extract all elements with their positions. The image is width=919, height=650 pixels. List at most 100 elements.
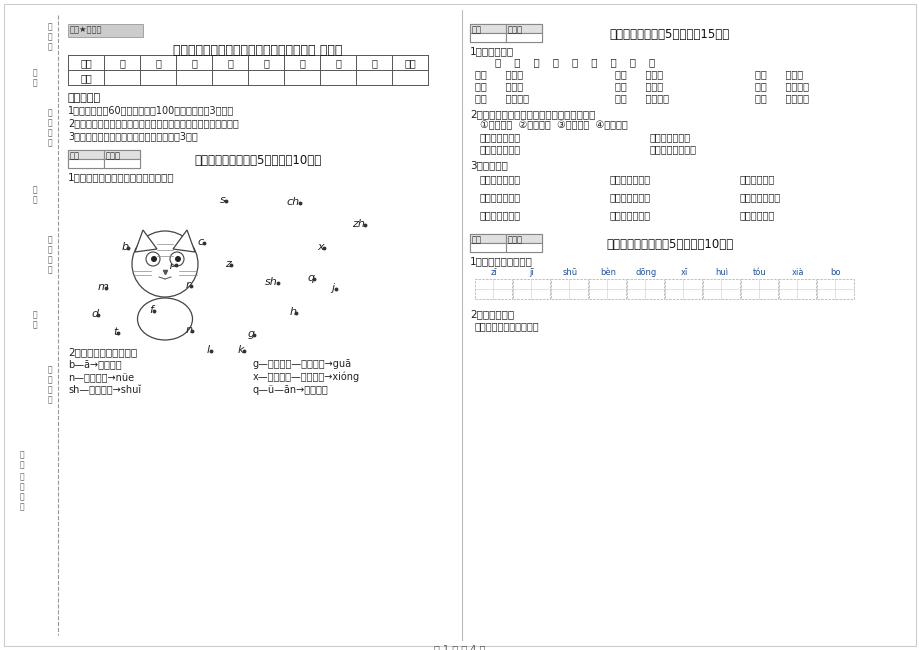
Text: 不: 不	[48, 108, 52, 117]
Circle shape	[170, 252, 184, 266]
Text: 班: 班	[33, 185, 38, 194]
Text: 线: 线	[48, 42, 52, 51]
Bar	[470, 234, 541, 252]
Bar	[104, 159, 140, 168]
Bar	[627, 279, 664, 299]
Text: 评卷人: 评卷人	[507, 25, 522, 34]
Text: 总分: 总分	[403, 58, 415, 68]
Text: 1、选字填空。: 1、选字填空。	[470, 46, 514, 56]
Bar	[68, 150, 104, 159]
Text: c: c	[198, 237, 204, 247]
Text: 级: 级	[33, 195, 38, 204]
Text: 绝密★启用前: 绝密★启用前	[70, 25, 102, 34]
Text: 姓: 姓	[33, 68, 38, 77]
Text: 辽阳市实验小学一年级语文上学期月考试卷 附答案: 辽阳市实验小学一年级语文上学期月考试卷 附答案	[173, 44, 342, 57]
Text: 得: 得	[48, 245, 52, 254]
Text: 透明的（　　）: 透明的（ ）	[609, 210, 651, 220]
Bar	[816, 279, 853, 299]
Polygon shape	[135, 230, 157, 252]
Text: （　　）地说: （ ）地说	[739, 210, 775, 220]
Text: sh—（　　）→shuĭ: sh—（ ）→shuĭ	[68, 385, 141, 395]
Polygon shape	[173, 230, 195, 252]
Text: 封: 封	[48, 32, 52, 41]
Text: sh: sh	[265, 277, 277, 287]
Text: 考试须知：: 考试须知：	[68, 93, 101, 103]
Text: dōng: dōng	[635, 268, 656, 277]
Text: 六: 六	[299, 58, 304, 68]
Text: h: h	[289, 307, 296, 317]
Text: 满（      ）的西瓜: 满（ ）的西瓜	[614, 93, 668, 103]
Text: p: p	[169, 259, 176, 269]
Circle shape	[151, 256, 157, 262]
Text: 两（　　）小船: 两（ ）小船	[480, 192, 520, 202]
Text: 得: 得	[48, 375, 52, 384]
Bar	[664, 279, 701, 299]
Text: 美丽的（　　）: 美丽的（ ）	[609, 192, 651, 202]
Ellipse shape	[137, 298, 192, 340]
Text: 1、考试时间：60分钟，满分为100分（含卷面分3分）。: 1、考试时间：60分钟，满分为100分（含卷面分3分）。	[68, 105, 234, 115]
Bar	[505, 243, 541, 252]
Text: 第 1 页 共 4 页: 第 1 页 共 4 页	[434, 644, 485, 650]
Text: jī: jī	[529, 268, 534, 277]
Text: 五: 五	[263, 58, 268, 68]
Text: 人民公园（　）: 人民公园（ ）	[480, 132, 520, 142]
Text: 不: 不	[48, 235, 52, 244]
Text: 题号: 题号	[80, 58, 92, 68]
Text: 乡: 乡	[19, 450, 24, 459]
Text: d: d	[91, 309, 98, 319]
Text: 隔（      ）青山: 隔（ ）青山	[474, 69, 523, 79]
Bar	[588, 279, 625, 299]
Bar	[513, 279, 550, 299]
Circle shape	[146, 252, 160, 266]
Text: t: t	[113, 327, 117, 337]
Text: 三（　　）小溪: 三（ ）小溪	[480, 210, 520, 220]
Text: 填: 填	[48, 385, 52, 394]
Text: b—ā→（　　）: b—ā→（ ）	[68, 359, 121, 369]
Text: 隔（      ）草地: 隔（ ）草地	[754, 69, 802, 79]
Bar	[505, 24, 541, 33]
Text: 二: 二	[155, 58, 161, 68]
Bar	[550, 279, 587, 299]
Bar	[474, 279, 512, 299]
Bar	[505, 234, 541, 243]
Text: 隔（      ）工厂: 隔（ ）工厂	[614, 81, 663, 91]
Text: r: r	[186, 280, 190, 290]
Text: 四: 四	[227, 58, 233, 68]
Text: ①很白很白  ②很清很清  ③很美很美  ④很长很长: ①很白很白 ②很清很清 ③很美很美 ④很长很长	[480, 120, 627, 130]
Text: 七: 七	[335, 58, 341, 68]
Text: 不: 不	[48, 365, 52, 374]
Text: 1、看拼音，写词语。: 1、看拼音，写词语。	[470, 256, 532, 266]
Text: 小河里的水（　）: 小河里的水（ ）	[650, 144, 697, 154]
Text: k: k	[237, 345, 244, 355]
Text: 八: 八	[370, 58, 377, 68]
Text: 2、看谁填得又对又快。: 2、看谁填得又对又快。	[68, 347, 137, 357]
Text: 何    山    座    篮    家    车    块    地    个: 何 山 座 篮 家 车 块 地 个	[494, 57, 654, 67]
Text: 地上的雪（　）: 地上的雪（ ）	[480, 144, 520, 154]
Text: 碧绿的（　　）: 碧绿的（ ）	[609, 174, 651, 184]
Text: 评卷人: 评卷人	[106, 151, 121, 160]
Bar	[470, 24, 505, 33]
Bar	[104, 150, 140, 159]
Text: 先看图，至少写两句话。: 先看图，至少写两句话。	[474, 321, 539, 331]
Text: 二、填空题（每题5分，共计15分）: 二、填空题（每题5分，共计15分）	[609, 28, 730, 41]
Text: g: g	[247, 329, 255, 339]
Text: 1、把下面声母按字母表的顺序连线。: 1、把下面声母按字母表的顺序连线。	[68, 172, 175, 182]
Text: 填: 填	[48, 128, 52, 137]
Text: 满（      ）的青菜: 满（ ）的青菜	[754, 93, 808, 103]
Text: 2、想一想，选一选。（把序号填在括号里）: 2、想一想，选一选。（把序号填在括号里）	[470, 109, 595, 119]
Text: l: l	[206, 345, 210, 355]
Text: 得分: 得分	[80, 73, 92, 83]
Bar	[505, 33, 541, 42]
Circle shape	[131, 231, 198, 297]
Text: 写: 写	[48, 138, 52, 147]
Text: q—ü—ān→（　　）: q—ü—ān→（ ）	[253, 385, 328, 395]
Text: huì: huì	[715, 268, 728, 277]
Text: m: m	[97, 282, 108, 292]
Text: xī: xī	[679, 268, 686, 277]
Text: 得分: 得分	[471, 235, 482, 244]
Bar	[470, 33, 505, 42]
Text: zh: zh	[351, 219, 364, 229]
Text: 得分: 得分	[471, 25, 482, 34]
Text: 这条小路（　）: 这条小路（ ）	[650, 132, 690, 142]
Text: g—（　　）—（　　）→guā: g—（ ）—（ ）→guā	[253, 359, 352, 369]
